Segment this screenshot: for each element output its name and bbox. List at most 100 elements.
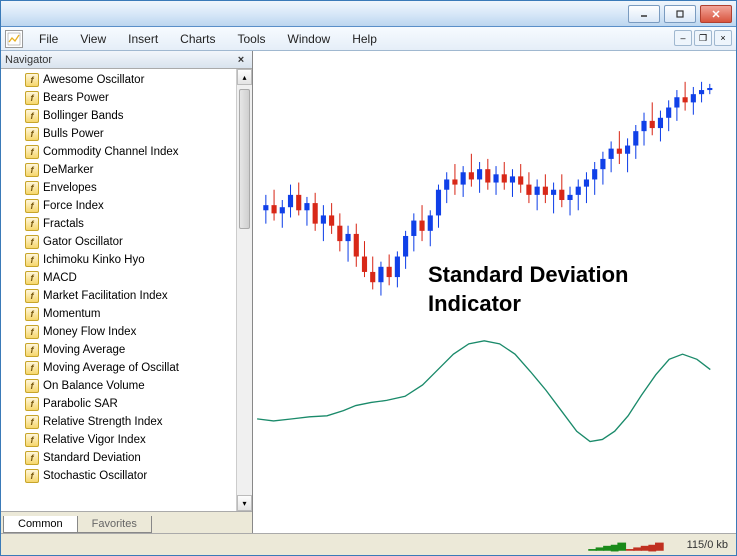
tree-item[interactable]: f Ichimoku Kinko Hyo	[1, 251, 236, 269]
mdi-restore-button[interactable]: ❐	[694, 30, 712, 46]
navigator-scrollbar[interactable]: ▴ ▾	[236, 69, 252, 511]
tree-item[interactable]: f Moving Average	[1, 341, 236, 359]
indicator-icon: f	[25, 271, 39, 285]
tree-item[interactable]: f DeMarker	[1, 161, 236, 179]
tree-item[interactable]: f Relative Vigor Index	[1, 431, 236, 449]
menu-view[interactable]: View	[70, 30, 116, 48]
statusbar: ▁▂▃▄▅▁▂▃▄▅ 115/0 kb	[1, 533, 736, 555]
mdi-minimize-button[interactable]: ‒	[674, 30, 692, 46]
indicator-icon: f	[25, 397, 39, 411]
indicator-icon: f	[25, 145, 39, 159]
indicator-icon: f	[25, 235, 39, 249]
tree-item[interactable]: f Force Index	[1, 197, 236, 215]
menu-help[interactable]: Help	[342, 30, 387, 48]
navigator-tabs: Common Favorites	[1, 511, 252, 533]
indicator-label: Ichimoku Kinko Hyo	[43, 254, 145, 266]
menu-tools[interactable]: Tools	[228, 30, 276, 48]
overlay-line2: Indicator	[428, 290, 628, 319]
menu-charts[interactable]: Charts	[170, 30, 225, 48]
indicator-label: Fractals	[43, 218, 84, 230]
navigator-panel: Navigator × f Awesome Oscillator fBears Po…	[1, 51, 253, 533]
indicator-icon: f	[25, 181, 39, 195]
tree-item[interactable]: f Commodity Channel Index	[1, 143, 236, 161]
app-window: File View Insert Charts Tools Window Hel…	[0, 0, 737, 556]
tree-item[interactable]: fOn Balance Volume	[1, 377, 236, 395]
mdi-controls: ‒ ❐ ×	[674, 30, 732, 46]
chart-area[interactable]: Standard Deviation Indicator	[253, 51, 736, 533]
indicator-label: Commodity Channel Index	[43, 146, 179, 158]
indicator-icon: f	[25, 217, 39, 231]
indicator-label: Market Facilitation Index	[43, 290, 168, 302]
indicator-label: Awesome Oscillator	[43, 74, 144, 86]
tree-item[interactable]: f Standard Deviation	[1, 449, 236, 467]
tree-item[interactable]: f Moving Average of Oscillat	[1, 359, 236, 377]
indicator-label: Bulls Power	[43, 128, 104, 140]
indicator-icon: f	[25, 163, 39, 177]
indicator-label: Bollinger Bands	[43, 110, 124, 122]
indicator-label: Momentum	[43, 308, 101, 320]
tree-item[interactable]: f MACD	[1, 269, 236, 287]
menu-insert[interactable]: Insert	[118, 30, 168, 48]
indicator-label: Standard Deviation	[43, 452, 141, 464]
indicator-label: Force Index	[43, 200, 104, 212]
tree-item[interactable]: f Envelopes	[1, 179, 236, 197]
navigator-close-icon[interactable]: ×	[234, 53, 248, 67]
menubar: File View Insert Charts Tools Window Hel…	[1, 27, 736, 51]
indicator-label: Stochastic Oscillator	[43, 470, 147, 482]
indicator-icon: f	[25, 451, 39, 465]
tree-item[interactable]: f Market Facilitation Index	[1, 287, 236, 305]
indicator-label: Moving Average of Oscillat	[43, 362, 179, 374]
navigator-title: Navigator	[5, 54, 52, 66]
menu-window[interactable]: Window	[278, 30, 341, 48]
indicator-label: Parabolic SAR	[43, 398, 118, 410]
tab-common[interactable]: Common	[3, 516, 78, 533]
indicator-icon: f	[25, 289, 39, 303]
menu-file[interactable]: File	[29, 30, 68, 48]
indicator-icon: f	[25, 91, 39, 105]
indicator-icon: f	[25, 73, 39, 87]
close-button[interactable]	[700, 5, 732, 23]
indicator-icon: f	[25, 343, 39, 357]
indicator-icon: f	[25, 379, 39, 393]
scroll-thumb[interactable]	[239, 89, 250, 229]
indicator-icon: f	[25, 253, 39, 267]
indicator-label: MACD	[43, 272, 77, 284]
tree-item[interactable]: f Fractals	[1, 215, 236, 233]
indicator-icon: f	[25, 127, 39, 141]
mdi-close-button[interactable]: ×	[714, 30, 732, 46]
tree-item[interactable]: f Gator Oscillator	[1, 233, 236, 251]
minimize-button[interactable]	[628, 5, 660, 23]
tree-item[interactable]: fRelative Strength Index	[1, 413, 236, 431]
tree-item[interactable]: fStochastic Oscillator	[1, 467, 236, 485]
overlay-line1: Standard Deviation	[428, 261, 628, 290]
scroll-down-button[interactable]: ▾	[237, 495, 252, 511]
indicator-label: Money Flow Index	[43, 326, 136, 338]
tree-item[interactable]: f Bulls Power	[1, 125, 236, 143]
tree-item[interactable]: f Momentum	[1, 305, 236, 323]
indicator-label: Gator Oscillator	[43, 236, 123, 248]
titlebar	[1, 1, 736, 27]
indicator-label: Relative Vigor Index	[43, 434, 146, 446]
scroll-up-button[interactable]: ▴	[237, 69, 252, 85]
app-icon	[5, 30, 23, 48]
maximize-button[interactable]	[664, 5, 696, 23]
indicator-label: Moving Average	[43, 344, 125, 356]
indicator-icon: f	[25, 433, 39, 447]
indicator-icon: f	[25, 361, 39, 375]
main-area: Navigator × f Awesome Oscillator fBears Po…	[1, 51, 736, 533]
tree-item[interactable]: fBears Power	[1, 89, 236, 107]
tree-item[interactable]: f Awesome Oscillator	[1, 71, 236, 89]
indicator-tree[interactable]: fAwesome OscillatorfBears PowerfBollinge…	[1, 69, 236, 511]
tree-item[interactable]: fBollinger Bands	[1, 107, 236, 125]
tree-item[interactable]: f Parabolic SAR	[1, 395, 236, 413]
tree-item[interactable]: f Money Flow Index	[1, 323, 236, 341]
chart-overlay-label: Standard Deviation Indicator	[428, 261, 628, 318]
indicator-icon: f	[25, 325, 39, 339]
indicator-label: DeMarker	[43, 164, 93, 176]
indicator-icon: f	[25, 199, 39, 213]
navigator-header: Navigator ×	[1, 51, 252, 69]
indicator-icon: f	[25, 307, 39, 321]
indicator-icon: f	[25, 415, 39, 429]
tab-favorites[interactable]: Favorites	[77, 516, 152, 533]
indicator-label: Envelopes	[43, 182, 97, 194]
